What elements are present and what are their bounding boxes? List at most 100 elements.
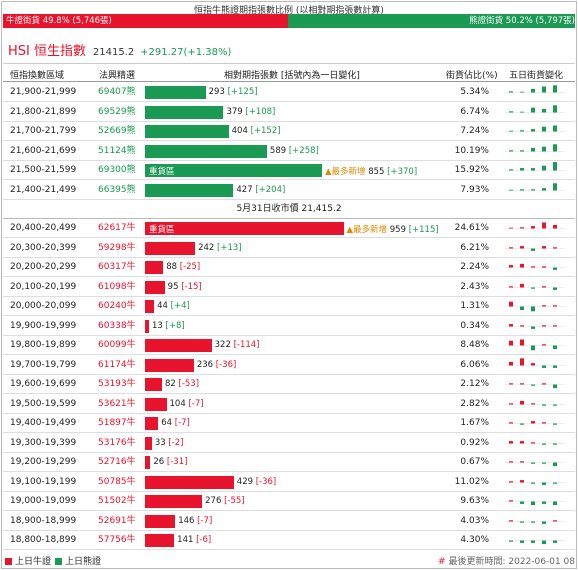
outstanding-share: 2.24% [460, 262, 489, 272]
warrant-code-link[interactable]: 53193牛 [98, 379, 136, 389]
warrant-code-link[interactable]: 69407熊 [98, 87, 136, 97]
trend-bar [531, 168, 535, 171]
trend-bar [509, 402, 513, 404]
trend-bar [520, 400, 524, 404]
five-day-trend-chart [505, 283, 565, 290]
warrant-code-link[interactable]: 60240牛 [98, 301, 136, 311]
warrant-code-link[interactable]: 69529熊 [98, 106, 136, 117]
trend-bar [553, 104, 557, 112]
outstanding-share: 5.34% [460, 87, 489, 97]
warrant-code-link[interactable]: 61174牛 [98, 359, 136, 370]
warrant-code-link[interactable]: 53176牛 [98, 437, 136, 448]
trend-bar [520, 306, 524, 311]
contracts-value: 88 [-25] [166, 262, 200, 272]
strike-range: 20,200-20,299 [10, 262, 77, 272]
five-day-trend-chart [505, 383, 565, 389]
strike-range: 20,300-20,399 [10, 242, 77, 253]
contracts-count: 379 [226, 106, 246, 117]
trend-bar [520, 130, 524, 132]
contracts-value: 104 [-7] [170, 399, 204, 409]
trend-bar [509, 149, 513, 151]
warrant-code-link[interactable]: 52669熊 [98, 126, 136, 136]
warrant-code-link[interactable]: 52691牛 [98, 515, 136, 526]
table-row: 19,200-19,299 52716牛 26 [-31] 0.67% [3, 453, 575, 472]
contracts-value: ▲最多新增 959 [+115] [347, 223, 439, 235]
contracts-value: 589 [+258] [270, 146, 319, 156]
five-day-trend-chart [505, 440, 565, 445]
contracts-count: 855 [368, 167, 388, 177]
contracts-count: 44 [157, 301, 171, 311]
warrant-code-link[interactable]: 60338牛 [98, 320, 136, 331]
footer: 上日牛證 上日熊證 # 最後更新時間: 2022-06-01 08 [3, 554, 575, 567]
index-name[interactable]: HSI 恒生指數 [8, 44, 86, 59]
trend-bar [553, 125, 557, 132]
warrant-code-link[interactable]: 60317牛 [98, 262, 136, 272]
five-day-trend-chart [505, 301, 565, 312]
warrant-code-link[interactable]: 61098牛 [98, 281, 136, 292]
trend-bar [531, 540, 535, 543]
trend-bar [553, 365, 557, 368]
trend-bar [553, 443, 557, 445]
warrant-code-link[interactable]: 51897牛 [98, 418, 136, 428]
trend-bar [542, 383, 546, 385]
contracts-bar [145, 417, 159, 430]
trend-bar [553, 224, 557, 229]
warrant-code-link[interactable]: 52716牛 [98, 457, 136, 467]
trend-bar [542, 305, 546, 307]
daily-change: [-36] [255, 476, 277, 487]
warrant-code-link[interactable]: 53621牛 [98, 398, 136, 409]
trend-bar [542, 222, 546, 229]
contracts-value: 379 [+108] [226, 107, 275, 117]
trend-bar [509, 540, 513, 542]
contracts-bar: 重貨區 [145, 164, 322, 177]
daily-change: [+4] [170, 301, 190, 311]
contracts-value: 33 [-2] [155, 438, 184, 448]
contracts-bar: 重貨區 [145, 222, 344, 235]
warrant-code-link[interactable]: 50785牛 [98, 476, 136, 487]
contracts-bar [145, 125, 229, 138]
trend-bar [553, 423, 557, 425]
contracts-value: ▲最多新增 855 [+370] [325, 165, 417, 177]
trend-bar [553, 305, 557, 307]
index-price: 21415.2 [92, 47, 135, 58]
contracts-count: 33 [154, 437, 169, 448]
trend-bar [520, 111, 524, 112]
outstanding-share: 2.82% [460, 398, 489, 409]
warrant-code-link[interactable]: 51502牛 [98, 496, 136, 506]
outstanding-share: 24.61% [454, 223, 489, 233]
outstanding-share: 7.93% [460, 184, 489, 195]
contracts-count: 293 [208, 87, 228, 97]
warrant-code-link[interactable]: 57756牛 [98, 535, 136, 545]
table-row: 20,400-20,499 62617牛 重貨區 ▲最多新增 959 [+115] 24… [3, 219, 575, 238]
trend-bar [531, 441, 535, 443]
warrant-code-link[interactable]: 66395熊 [98, 184, 136, 195]
contracts-bar [145, 86, 206, 99]
header-share: 街貨佔比(%) [446, 71, 498, 81]
contracts-count: 427 [236, 184, 256, 195]
strike-range: 19,400-19,499 [10, 418, 77, 428]
trend-bar [542, 462, 546, 464]
trend-bar [542, 108, 546, 112]
contracts-bar [145, 339, 212, 352]
daily-change: [+108] [245, 106, 276, 117]
outstanding-share: 0.92% [460, 437, 489, 448]
legend-bear: 上日熊證 [55, 554, 101, 567]
trend-bar [553, 324, 557, 326]
warrant-code-link[interactable]: 51124熊 [98, 145, 136, 156]
strike-range: 21,600-21,699 [10, 145, 77, 156]
strike-range: 18,800-18,899 [10, 535, 77, 545]
contracts-count: 26 [153, 457, 167, 467]
trend-bar [509, 340, 513, 346]
trend-bar [542, 86, 546, 93]
trend-bar [531, 482, 535, 484]
trend-bar [531, 501, 535, 506]
warrant-code-link[interactable]: 59298牛 [98, 242, 136, 253]
outstanding-share: 11.02% [454, 476, 489, 487]
bear-ratio-segment: 熊證街貨 50.2% (5,797張) [287, 14, 575, 28]
warrant-code-link[interactable]: 69300熊 [98, 165, 136, 175]
warrant-code-link[interactable]: 62617牛 [98, 223, 136, 233]
trend-bar [542, 285, 546, 287]
trend-bar [542, 443, 546, 445]
index-change: +291.27(+1.38%) [140, 47, 232, 58]
warrant-code-link[interactable]: 60099牛 [98, 340, 136, 350]
